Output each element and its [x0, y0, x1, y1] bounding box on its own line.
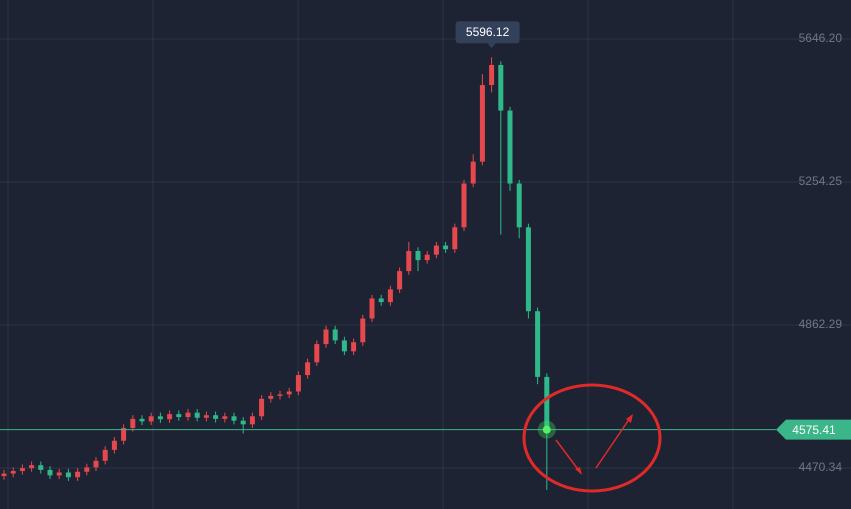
candle-body: [489, 64, 495, 86]
candle-body: [139, 418, 145, 422]
candle-body: [56, 472, 62, 476]
candle-body: [461, 183, 467, 228]
candle-body: [19, 468, 25, 472]
candle-body: [29, 465, 35, 469]
candle-body: [415, 251, 421, 261]
annotation-arrow: [555, 439, 581, 473]
candle-body: [249, 416, 255, 425]
max-tooltip: [455, 21, 520, 44]
candle-body: [323, 329, 329, 345]
candle-body: [222, 416, 228, 419]
candle-body: [240, 420, 246, 425]
annotation-arrowhead: [575, 467, 582, 475]
y-tick-label: 4862.29: [799, 317, 843, 331]
candle-body: [84, 467, 90, 472]
candle-body: [443, 245, 449, 250]
candle-body: [167, 414, 173, 420]
candle-body: [111, 440, 117, 450]
candle-body: [65, 472, 71, 478]
candle-body: [525, 227, 531, 312]
candle-body: [433, 245, 439, 255]
price-tag: [776, 419, 851, 440]
horizontal-grid: [0, 38, 851, 469]
candle-body: [516, 183, 522, 228]
candle-body: [498, 64, 504, 111]
max-label: 5596.12: [466, 25, 510, 39]
candle-body: [277, 394, 283, 396]
candle-body: [452, 227, 458, 250]
candle-body: [185, 412, 191, 418]
candle-body: [544, 376, 550, 430]
candle-body: [507, 110, 513, 184]
candle-body: [305, 362, 311, 376]
candle-body: [38, 465, 44, 470]
candle-body: [194, 412, 200, 418]
candle-body: [259, 398, 265, 417]
candle-body: [387, 289, 393, 303]
candle-body: [231, 416, 237, 421]
candle-body: [397, 271, 403, 290]
candle-body: [406, 251, 412, 272]
candle-body: [479, 85, 485, 162]
candle-body: [360, 318, 366, 343]
candle-body: [378, 298, 384, 303]
candle-body: [535, 311, 541, 377]
candle-body: [75, 471, 81, 478]
candle-body: [130, 418, 136, 428]
vertical-grid: [7, 0, 734, 509]
overlay: 5646.20 5254.25 4862.29 4470.34 4575.41 5596.…: [0, 21, 851, 493]
candle-body: [470, 161, 476, 184]
candle-body: [351, 342, 357, 352]
candle-body: [176, 414, 182, 418]
candle-body: [286, 391, 292, 395]
candle-body: [369, 298, 375, 319]
annotation-arrowhead: [626, 414, 633, 423]
candle-body: [203, 415, 209, 418]
candle-body: [10, 471, 16, 474]
max-tooltip-pointer: [487, 43, 496, 49]
current-price-dot: [542, 425, 551, 434]
annotation-arrow: [595, 417, 631, 469]
candles: [1, 57, 550, 490]
candle-body: [314, 344, 320, 363]
candle-body: [102, 449, 108, 461]
price-tag-label: 4575.41: [792, 423, 836, 437]
candle-body: [1, 473, 7, 477]
candle-body: [121, 427, 127, 441]
candle-body: [341, 340, 347, 352]
y-tick-label: 4470.34: [799, 460, 843, 474]
y-tick-label: 5646.20: [799, 31, 843, 45]
candle-body: [93, 460, 99, 468]
candle-body: [424, 254, 430, 261]
candle-body: [148, 416, 154, 422]
annotation-circle: [522, 383, 662, 493]
candle-body: [47, 469, 53, 476]
candle-body: [295, 375, 301, 392]
candle-body: [268, 395, 274, 399]
candle-body: [213, 415, 219, 419]
candle-body: [332, 329, 338, 341]
y-tick-label: 5254.25: [799, 174, 843, 188]
candle-body: [157, 416, 163, 420]
